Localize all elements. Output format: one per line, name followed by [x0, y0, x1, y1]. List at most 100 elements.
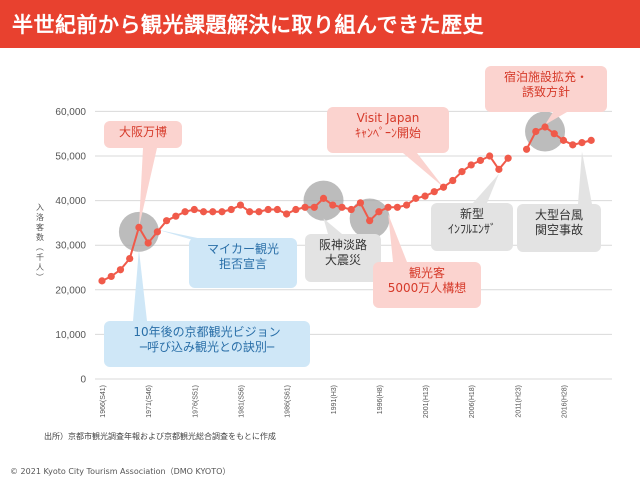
- annotation-expo: 大阪万博: [104, 121, 182, 148]
- data-point: [264, 205, 272, 214]
- header-bar: 半世紀前から観光課題解決に取り組んできた歴史: [0, 0, 640, 48]
- data-point: [107, 272, 115, 281]
- annotation-line: 10年後の京都観光ビジョン: [133, 325, 281, 339]
- data-point: [218, 208, 226, 216]
- annotation-line: ─呼び込み観光との訣別─: [139, 340, 275, 354]
- data-point: [458, 168, 466, 176]
- data-point: [366, 217, 374, 225]
- page-title: 半世紀前から観光課題解決に取り組んできた歴史: [12, 13, 484, 37]
- data-point: [292, 205, 300, 214]
- copyright: © 2021 Kyoto City Tourism Association（DM…: [10, 467, 231, 476]
- data-point: [144, 239, 152, 247]
- data-point: [495, 165, 503, 173]
- y-axis-ticks: 0 10,000 20,000 30,000 40,000 50,000 60,000: [55, 107, 86, 386]
- annotation-pointer: [323, 218, 342, 234]
- annotation-pointer: [545, 112, 567, 125]
- data-point: [467, 161, 475, 169]
- data-point: [246, 208, 254, 216]
- highlight-circle: [525, 111, 566, 152]
- x-tick-label: 1986(S61): [285, 385, 292, 418]
- data-point: [476, 156, 485, 165]
- y-axis-label-char: 入: [36, 203, 44, 212]
- data-point: [541, 123, 549, 131]
- data-point: [578, 139, 586, 147]
- annotation-vision: 10年後の京都観光ビジョン ─呼び込み観光との訣別─: [104, 321, 310, 367]
- y-tick-label: 60,000: [55, 107, 86, 118]
- data-point: [172, 212, 180, 220]
- x-tick-label: 2006(H18): [469, 385, 476, 418]
- x-tick-label: 1971(S46): [146, 385, 153, 418]
- data-point: [375, 208, 383, 216]
- data-point: [273, 205, 281, 214]
- annotation-influenza: 新型 ｲﾝﾌﾙｴﾝｻﾞ: [431, 203, 513, 251]
- y-axis-label-char: ）: [35, 273, 44, 281]
- annotation-connectors: [133, 112, 592, 321]
- source-note: 出所）京都市観光調査年報および京都観光総合調査をもとに作成: [44, 432, 276, 441]
- x-tick-label: 1981(S56): [238, 385, 245, 418]
- annotation-line: 大震災: [324, 253, 361, 267]
- data-point: [522, 145, 531, 153]
- annotation-line: ｲﾝﾌﾙｴﾝｻﾞ: [447, 222, 496, 236]
- x-tick-label: 1991(H3): [331, 385, 338, 414]
- data-point: [569, 141, 577, 149]
- data-point: [559, 136, 568, 144]
- data-point: [301, 203, 309, 211]
- annotation-line: 大型台風: [534, 208, 583, 222]
- annotation-accommodation: 宿泊施設拡充・ 誘致方針: [485, 66, 607, 112]
- data-point: [255, 208, 263, 216]
- x-tick-label: 2001(H13): [423, 385, 430, 418]
- y-axis-label-char: （: [35, 243, 44, 251]
- annotation-line: 5000万人構想: [387, 281, 467, 295]
- data-point: [181, 208, 189, 216]
- annotation-line: マイカー観光: [206, 242, 279, 256]
- annotation-pointer: [138, 148, 157, 228]
- x-tick-label: 1996(H8): [377, 385, 384, 414]
- data-point: [587, 136, 595, 144]
- y-axis-label-char: 人: [36, 263, 44, 272]
- data-point: [532, 127, 540, 136]
- series-points: [98, 123, 595, 285]
- annotation-typhoon: 大型台風 関空事故: [517, 204, 601, 252]
- data-point: [384, 203, 392, 211]
- annotation-pointer: [403, 153, 444, 188]
- data-point: [356, 199, 365, 207]
- data-point: [310, 203, 318, 211]
- annotation-visit-japan: Visit Japan ｷｬﾝﾍﾟｰﾝ開始: [327, 107, 449, 153]
- x-tick-label: 2011(H23): [515, 385, 522, 418]
- data-point: [439, 183, 448, 191]
- y-axis-label-char: 数: [36, 232, 44, 242]
- annotation-mycar: マイカー観光 拒否宣言: [189, 238, 297, 288]
- data-point: [209, 208, 217, 216]
- data-point: [412, 194, 420, 202]
- data-point: [163, 217, 171, 225]
- annotation-line: 新型: [459, 207, 484, 221]
- annotation-pointer: [388, 213, 407, 262]
- annotation-line: 観光客: [408, 266, 445, 280]
- annotation-line: 誘致方針: [521, 85, 570, 99]
- annotation-line: 拒否宣言: [218, 257, 267, 271]
- annotation-line: 宿泊施設拡充・: [503, 70, 588, 84]
- data-point: [190, 205, 198, 214]
- y-tick-label: 30,000: [55, 241, 86, 252]
- annotation-50m-plan: 観光客 5000万人構想: [373, 262, 481, 308]
- annotation-earthquake: 阪神淡路 大震災: [305, 234, 381, 282]
- data-point: [329, 201, 337, 209]
- data-point: [449, 176, 457, 185]
- data-point: [347, 205, 355, 214]
- annotation-line: 阪神淡路: [318, 238, 367, 252]
- annotation-line: Visit Japan: [356, 111, 420, 125]
- data-point: [550, 130, 558, 138]
- data-point: [393, 203, 401, 211]
- y-tick-label: 10,000: [55, 330, 86, 341]
- data-point: [283, 210, 291, 218]
- data-point: [430, 188, 438, 196]
- x-tick-label: 2016(H28): [562, 385, 569, 418]
- y-axis-label-char: 洛: [36, 212, 44, 222]
- data-point: [126, 254, 134, 263]
- data-point: [199, 208, 208, 216]
- data-point: [227, 205, 235, 214]
- data-point: [338, 203, 346, 211]
- y-tick-label: 20,000: [55, 285, 86, 296]
- annotation-line: 関空事故: [534, 223, 583, 237]
